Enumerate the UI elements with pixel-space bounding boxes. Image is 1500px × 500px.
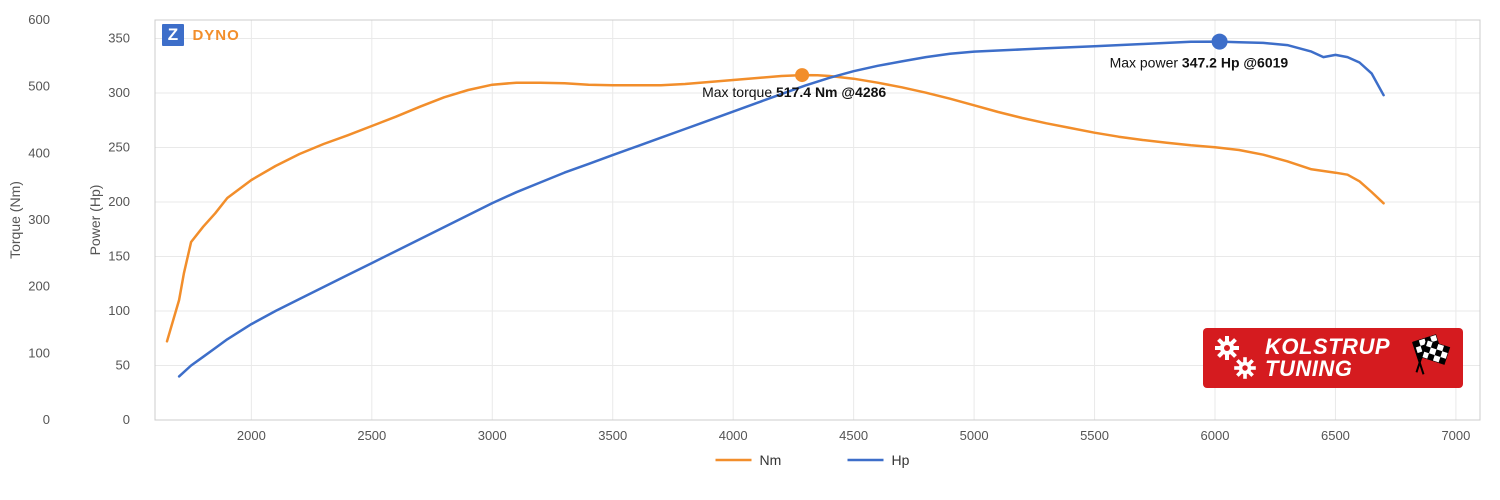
torque-tick-label: 0 xyxy=(43,412,50,427)
x-tick-label: 3500 xyxy=(598,428,627,443)
power-axis-title: Power (Hp) xyxy=(87,185,103,256)
max-power-marker xyxy=(1212,34,1228,50)
x-tick-label: 7000 xyxy=(1441,428,1470,443)
torque-axis-title: Torque (Nm) xyxy=(7,181,23,259)
x-tick-label: 4500 xyxy=(839,428,868,443)
brand-text: KOLSTRUP TUNING xyxy=(1265,336,1390,380)
checkered-flags-icon xyxy=(1401,334,1457,382)
chart-svg: 2000250030003500400045005000550060006500… xyxy=(0,0,1500,500)
x-tick-label: 6000 xyxy=(1201,428,1230,443)
power-tick-label: 200 xyxy=(108,194,130,209)
x-tick-label: 5500 xyxy=(1080,428,1109,443)
torque-tick-label: 600 xyxy=(28,12,50,27)
dyno-text: DYNO xyxy=(192,27,239,44)
x-tick-label: 2500 xyxy=(357,428,386,443)
power-tick-label: 100 xyxy=(108,303,130,318)
legend-nm-label: Nm xyxy=(760,452,782,468)
dyno-chart: 2000250030003500400045005000550060006500… xyxy=(0,0,1500,500)
kolstrup-tuning-badge: KOLSTRUP TUNING xyxy=(1203,328,1463,388)
legend-hp-label: Hp xyxy=(892,452,910,468)
max-torque-label: Max torque 517.4 Nm @4286 xyxy=(702,84,886,100)
max-torque-marker xyxy=(795,68,809,82)
torque-tick-label: 300 xyxy=(28,212,50,227)
torque-tick-label: 400 xyxy=(28,145,50,160)
x-tick-label: 6500 xyxy=(1321,428,1350,443)
power-tick-label: 150 xyxy=(108,249,130,264)
x-tick-label: 3000 xyxy=(478,428,507,443)
torque-line xyxy=(167,75,1384,341)
power-tick-label: 350 xyxy=(108,31,130,46)
max-power-label: Max power 347.2 Hp @6019 xyxy=(1110,55,1289,71)
dyno-logo-badge: Z DYNO xyxy=(162,24,240,46)
torque-tick-label: 100 xyxy=(28,345,50,360)
x-tick-label: 5000 xyxy=(960,428,989,443)
brand-line2: TUNING xyxy=(1265,358,1390,380)
power-tick-label: 250 xyxy=(108,140,130,155)
torque-tick-label: 200 xyxy=(28,279,50,294)
dyno-z-icon: Z xyxy=(162,24,184,46)
gears-icon xyxy=(1211,334,1263,382)
torque-tick-label: 500 xyxy=(28,79,50,94)
power-tick-label: 300 xyxy=(108,85,130,100)
x-tick-label: 2000 xyxy=(237,428,266,443)
power-tick-label: 50 xyxy=(116,358,130,373)
power-tick-label: 0 xyxy=(123,412,130,427)
brand-line1: KOLSTRUP xyxy=(1265,336,1390,358)
x-tick-label: 4000 xyxy=(719,428,748,443)
